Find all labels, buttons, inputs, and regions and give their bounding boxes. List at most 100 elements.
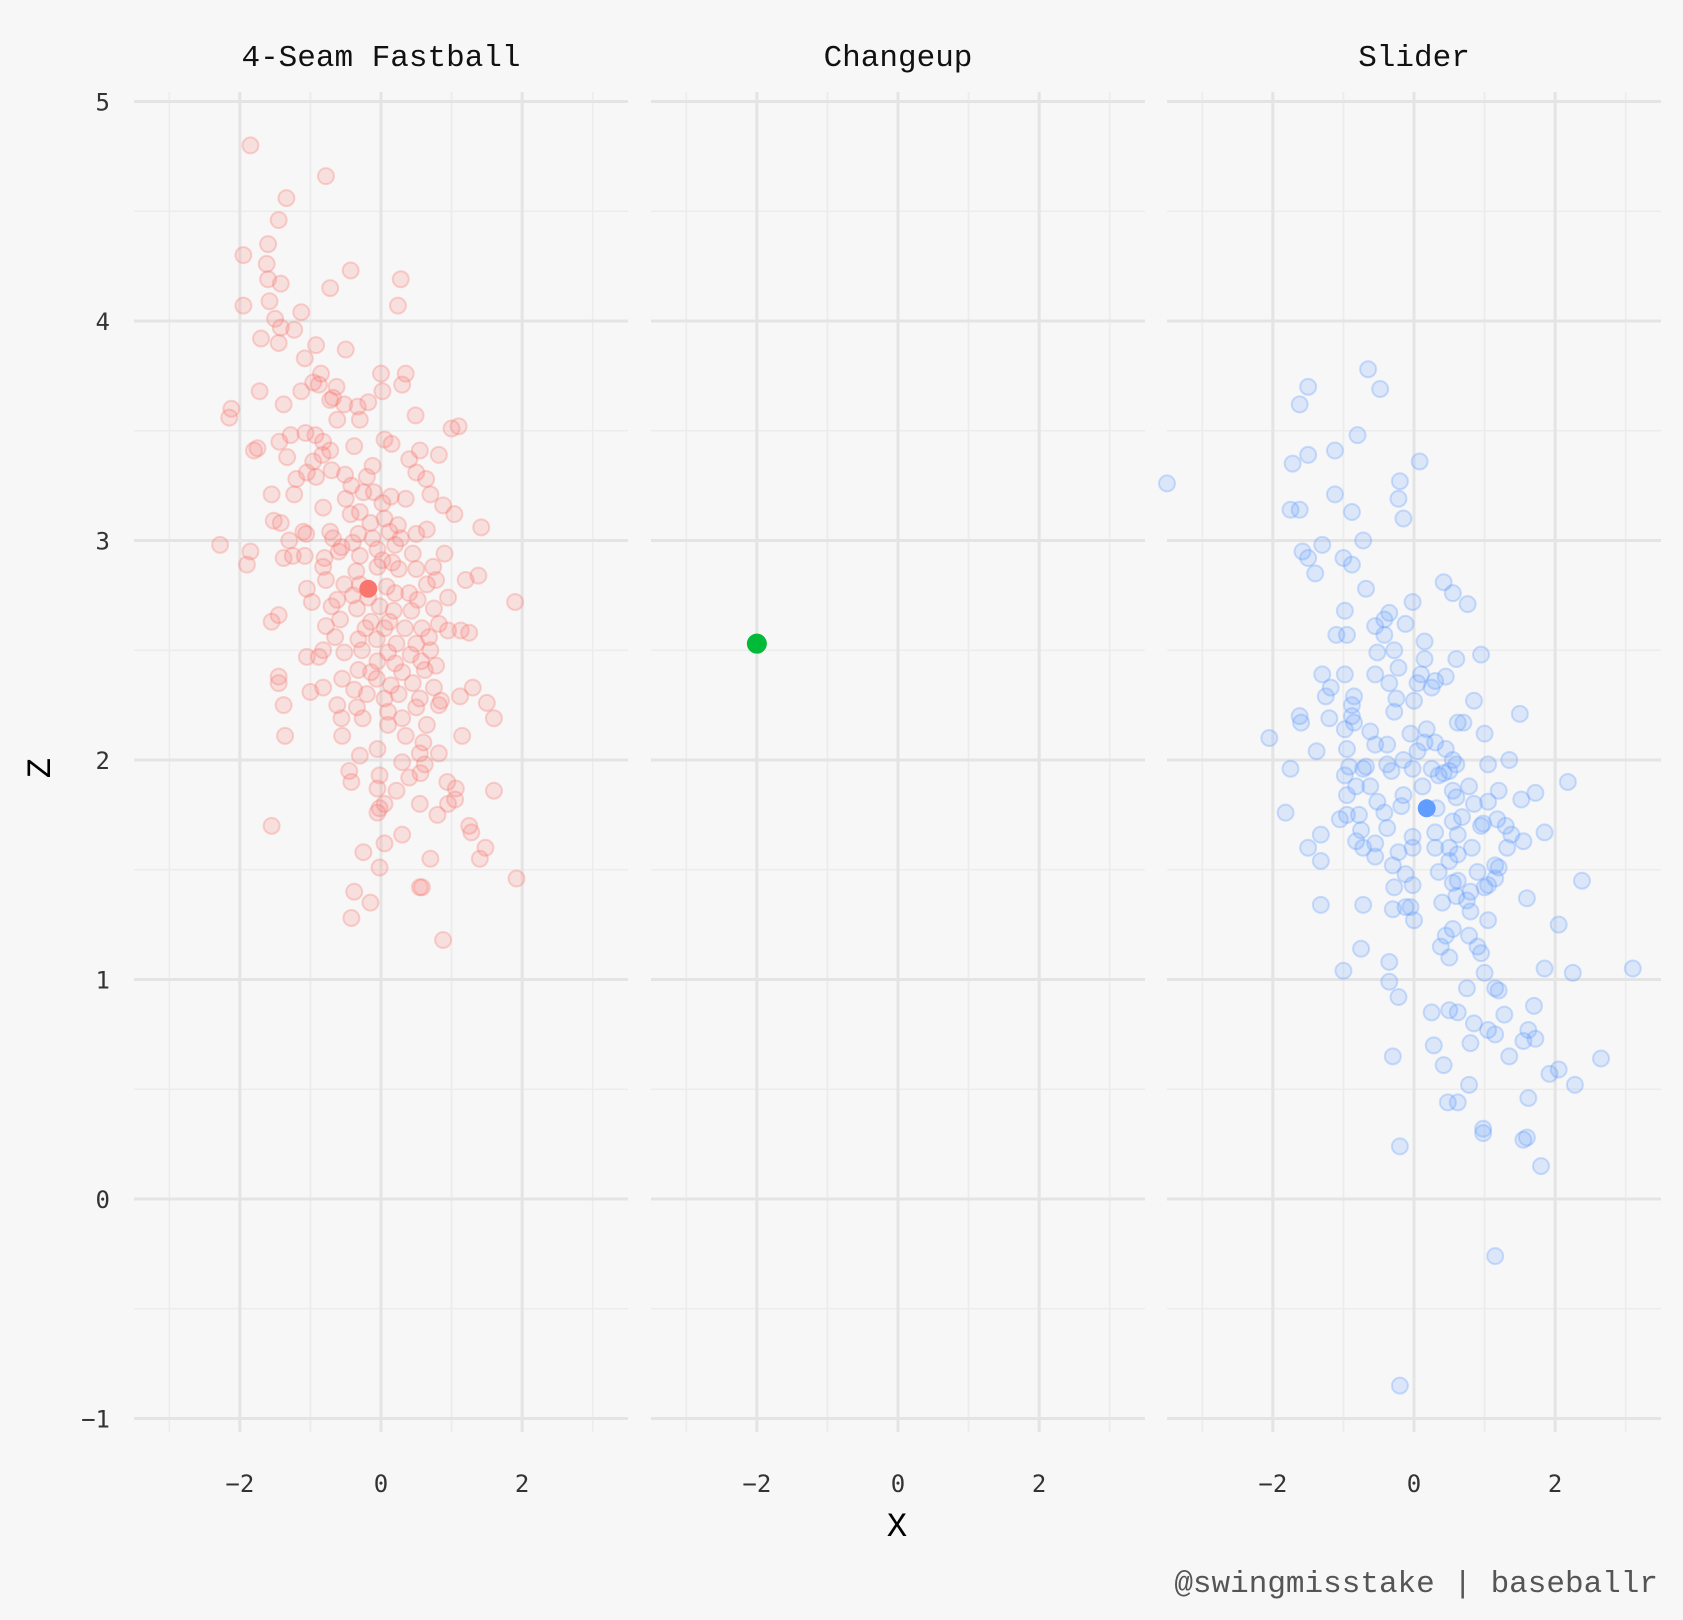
scatter-point [350,746,369,765]
scatter-point [1290,707,1309,726]
scatter-point [1461,882,1480,901]
scatter-point [1387,689,1406,708]
scatter-point [295,349,314,368]
scatter-point [1434,1056,1453,1075]
scatter-point [408,590,427,609]
scatter-point [410,878,429,897]
mean-point [359,579,378,598]
scatter-point [449,417,468,436]
scatter-point [383,553,402,572]
scatter-point [269,674,288,693]
scatter-point [343,533,362,552]
scatter-point [354,483,373,502]
scatter-point [234,296,253,315]
scatter-point [484,781,503,800]
scatter-point [259,235,278,254]
scatter-point [396,364,415,383]
scatter-point [335,575,354,594]
scatter-point [1563,963,1582,982]
facet-title: Changeup [824,41,973,76]
scatter-point [1472,944,1491,963]
scatter-point [1526,783,1545,802]
scatter-point [1396,614,1415,633]
scatter-point [1448,1093,1467,1112]
scatter-point [1366,834,1385,853]
scatter-point [1281,759,1300,778]
scatter-point [1325,485,1344,504]
scatter-point [1158,474,1176,493]
scatter-point [349,630,368,649]
scatter-point [368,652,387,671]
scatter-point [1452,808,1471,827]
scatter-point [375,689,394,708]
scatter-point [387,634,406,653]
scatter-point [314,432,333,451]
scatter-point [324,388,343,407]
scatter-point [1299,377,1318,396]
scatter-point [328,590,347,609]
scatter-point [348,397,367,416]
scatter-point [1342,696,1361,715]
scatter-point [393,753,412,772]
scatter-point [348,698,367,717]
scatter-point [347,562,366,581]
scatter-point [1401,898,1420,917]
scatter-point [1403,592,1422,611]
x-tick-label: −2 [1258,1470,1287,1498]
scatter-point [1313,665,1332,684]
scatter-point [476,838,495,857]
scatter-point [1394,509,1413,528]
scatter-point [429,744,448,763]
scatter-point [1366,665,1385,684]
scatter-point [1359,360,1378,379]
scatter-point [1479,1020,1498,1039]
scatter-point [1443,781,1462,800]
scatter-point [350,546,369,565]
scatter-point [1489,858,1508,877]
scatter-point [1440,851,1459,870]
scatter-point [427,571,446,590]
y-tick-label: −1 [81,1406,110,1434]
scatter-point [1489,981,1508,1000]
scatter-point [321,391,340,410]
scatter-point [326,628,345,647]
scatter-point [237,555,256,574]
scatter-point [321,279,340,298]
scatter-point [1403,827,1422,846]
scatter-point [333,669,352,688]
scatter-point [1436,740,1455,759]
scatter-point [341,505,360,524]
scatter-point [1448,845,1467,864]
scatter-point [1290,500,1309,519]
scatter-point [342,476,361,495]
scatter-point [453,726,472,745]
scatter-point [1535,959,1554,978]
scatter-point [1429,766,1448,785]
scatter-point [1293,542,1312,561]
x-tick-label: −2 [225,1470,254,1498]
scatter-point [262,485,281,504]
scatter-point [396,489,415,508]
scatter-point [1337,805,1356,824]
scatter-point [372,364,390,383]
scatter-point [439,794,458,813]
scatter-point [1380,972,1399,991]
scatter-point [1357,579,1376,598]
scatter-point [469,566,488,585]
scatter-point [1436,926,1455,945]
scatter-point [1375,803,1394,822]
scatter-point [1385,702,1404,721]
scatter-point [1380,603,1399,622]
scatter-point [451,687,470,706]
scatter-point [1434,764,1453,783]
scatter-point [434,496,453,515]
scatter-point [313,445,332,464]
scatter-point [271,274,290,293]
scatter-point [1357,757,1376,776]
scatter-point [421,485,440,504]
x-tick-label: 2 [1548,1470,1562,1498]
scatter-point [1426,671,1445,690]
y-tick-label: 4 [96,308,110,336]
scatter-point [415,661,434,680]
scatter-point [410,441,429,460]
